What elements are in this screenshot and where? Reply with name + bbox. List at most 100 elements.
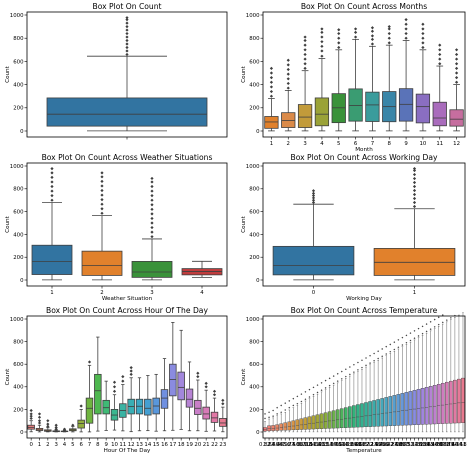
outlier-point [454,62,459,66]
outlier-point [296,395,299,398]
iqr-box [283,422,288,431]
x-tick-label: 41 [460,442,467,448]
iqr-box [31,244,73,275]
box-3.28 [275,406,279,433]
iqr-box [85,397,94,424]
box-7 [85,360,94,433]
outlier-point [150,194,154,198]
x-tick-label: 15 [153,442,160,448]
y-tick-label: 400 [13,232,24,238]
outlier-point [125,49,129,53]
outlier-point [125,21,129,25]
box-23 [219,398,227,433]
iqr-box [331,410,336,429]
box-4 [181,260,223,278]
iqr-box [287,421,292,431]
box-22.14 [368,354,372,433]
box-0 [27,408,35,433]
box-1 [264,66,279,132]
outlier-point [50,198,54,202]
iqr-box [428,386,433,425]
outlier-point [397,346,400,349]
outlier-point [421,332,424,335]
box-21.32 [364,357,368,433]
x-tick-label: 20.5 [356,442,368,448]
outlier-point [389,343,392,346]
box-18 [177,329,185,430]
iqr-box [327,411,332,429]
outlier-point [269,85,274,89]
outlier-point [377,350,380,353]
outlier-point [425,330,428,333]
outlier-point [150,230,154,234]
y-tick-label: 200 [249,407,260,413]
outlier-point [421,31,425,36]
outlier-point [300,400,303,403]
iqr-box [388,396,393,426]
y-tick-label: 0 [20,129,24,135]
y-axis-label: Count [241,215,247,232]
outlier-point [445,319,448,322]
box-31.16 [412,329,417,433]
x-tick-label: 37.72 [439,442,454,448]
iqr-box [281,112,296,128]
x-tick-label: 7 [371,141,374,147]
outlier-point [268,416,270,419]
outlier-point [344,375,347,378]
x-tick-label: 25.42 [379,442,394,448]
outlier-point [129,365,133,370]
outlier-point [433,318,436,321]
x-tick-label: 1 [413,290,416,296]
outlier-point [320,44,324,48]
outlier-point [312,386,315,389]
outlier-point [100,207,104,211]
outlier-point [303,48,307,52]
box-2 [281,58,296,132]
iqr-box [323,412,328,429]
outlier-point [405,334,408,337]
chart-title: Box Plot On Count Across Months [301,2,427,11]
box-40.18 [457,314,461,433]
chart-title: Box Plot On Count Across Working Day [291,153,438,162]
x-tick-label: 21 [203,442,210,448]
outlier-point [284,409,287,411]
box-39.36 [453,314,457,433]
y-tick-label: 1000 [246,13,260,19]
box-4.1 [279,404,283,433]
box-41 [461,312,465,433]
outlier-point [296,402,299,405]
outlier-point [311,189,316,193]
x-tick-label: 11.48 [310,442,326,448]
outlier-point [100,184,104,188]
outlier-point [125,28,129,32]
x-tick-label: 15.58 [330,442,346,448]
iqr-box [356,404,360,428]
iqr-box [314,97,330,127]
outlier-point [125,25,129,29]
outlier-point [311,200,316,205]
outlier-point [276,406,279,409]
box-5.74 [287,400,292,433]
box-22.96 [372,352,376,433]
box-30.34 [408,332,413,433]
outlier-point [438,57,442,61]
x-tick-label: 27.06 [387,442,403,448]
chart-panel-2: Box Plot On Count Across Weather Situati… [5,153,228,302]
x-tick-label: 8.2 [297,442,306,448]
outlier-point [204,385,208,389]
outlier-point [332,375,335,377]
outlier-point [150,203,154,207]
iqr-box [319,413,324,429]
chart-panel-4: Box Plot On Count Across Hour Of The Day… [5,306,228,454]
y-tick-label: 0 [20,278,24,284]
outlier-point [100,202,104,206]
box-1 [35,412,44,433]
iqr-box [412,390,417,425]
x-tick-label: 26.24 [383,442,399,448]
outlier-point [348,366,351,368]
x-tick-label: 21.32 [358,442,373,448]
x-tick-label: 29.52 [399,442,414,448]
y-tick-label: 800 [249,187,260,193]
outlier-point [369,362,371,364]
outlier-point [454,48,459,52]
